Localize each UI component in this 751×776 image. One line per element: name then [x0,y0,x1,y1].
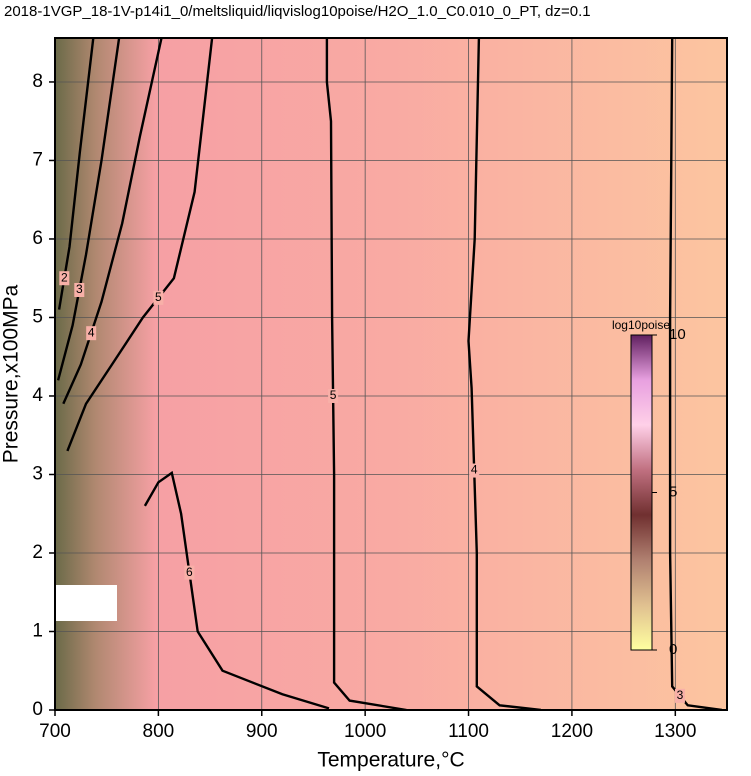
field [55,38,727,710]
chart-title: 2018-1VGP_18-1V-p14i1_0/meltsliquid/liqv… [4,3,591,20]
x-tick-label: 900 [246,721,278,742]
x-tick-label: 1100 [448,721,489,742]
colorbar-tick-label: 5 [669,483,677,500]
y-tick-label: 8 [32,71,43,92]
contour-label-bg [674,688,685,703]
contour-label: 5 [155,290,162,304]
contour-label-bg [74,283,85,297]
colorbar-tick-label: 0 [669,641,677,658]
x-tick-label: 800 [143,721,175,742]
contour-line [56,38,121,381]
contour-label-bg [184,565,195,580]
plot-frame [54,37,728,711]
contour-label: 2 [61,270,68,284]
contour-label: 3 [677,688,684,702]
y-axis-label: Pressure,x100MPa [0,284,23,463]
contour-label: 3 [76,282,83,296]
contour-label-bg [86,326,97,341]
contour-label-bg [328,388,339,403]
masked-area [55,585,117,621]
contour-label: 4 [471,463,478,477]
y-tick-label: 3 [32,464,43,485]
y-tick-label: 1 [32,621,43,642]
contour-label-bg [469,463,480,478]
x-tick-label: 1300 [654,721,696,742]
contour-line [66,38,214,452]
contour-label: 6 [186,565,193,579]
colorbar [630,334,653,651]
contour-label-bg [153,290,164,305]
contour-line [62,38,163,405]
y-tick-label: 0 [32,699,43,720]
x-tick-label: 1200 [551,721,593,742]
contour-label: 4 [88,325,95,339]
x-tick-label: 1000 [344,721,386,742]
y-tick-label: 7 [32,149,43,170]
y-tick-label: 2 [32,542,43,563]
x-tick-label: 700 [39,721,71,742]
colorbar-label: log10poise [612,318,670,332]
contour-label-bg [59,271,70,286]
colorbar-tick-label: 10 [669,326,686,343]
y-tick-label: 4 [32,385,43,406]
y-tick-label: 5 [32,306,43,327]
x-axis-label: Temperature,°C [317,749,464,772]
contour-line [668,38,722,710]
contour-label: 5 [330,388,337,402]
y-tick-label: 6 [32,228,43,249]
